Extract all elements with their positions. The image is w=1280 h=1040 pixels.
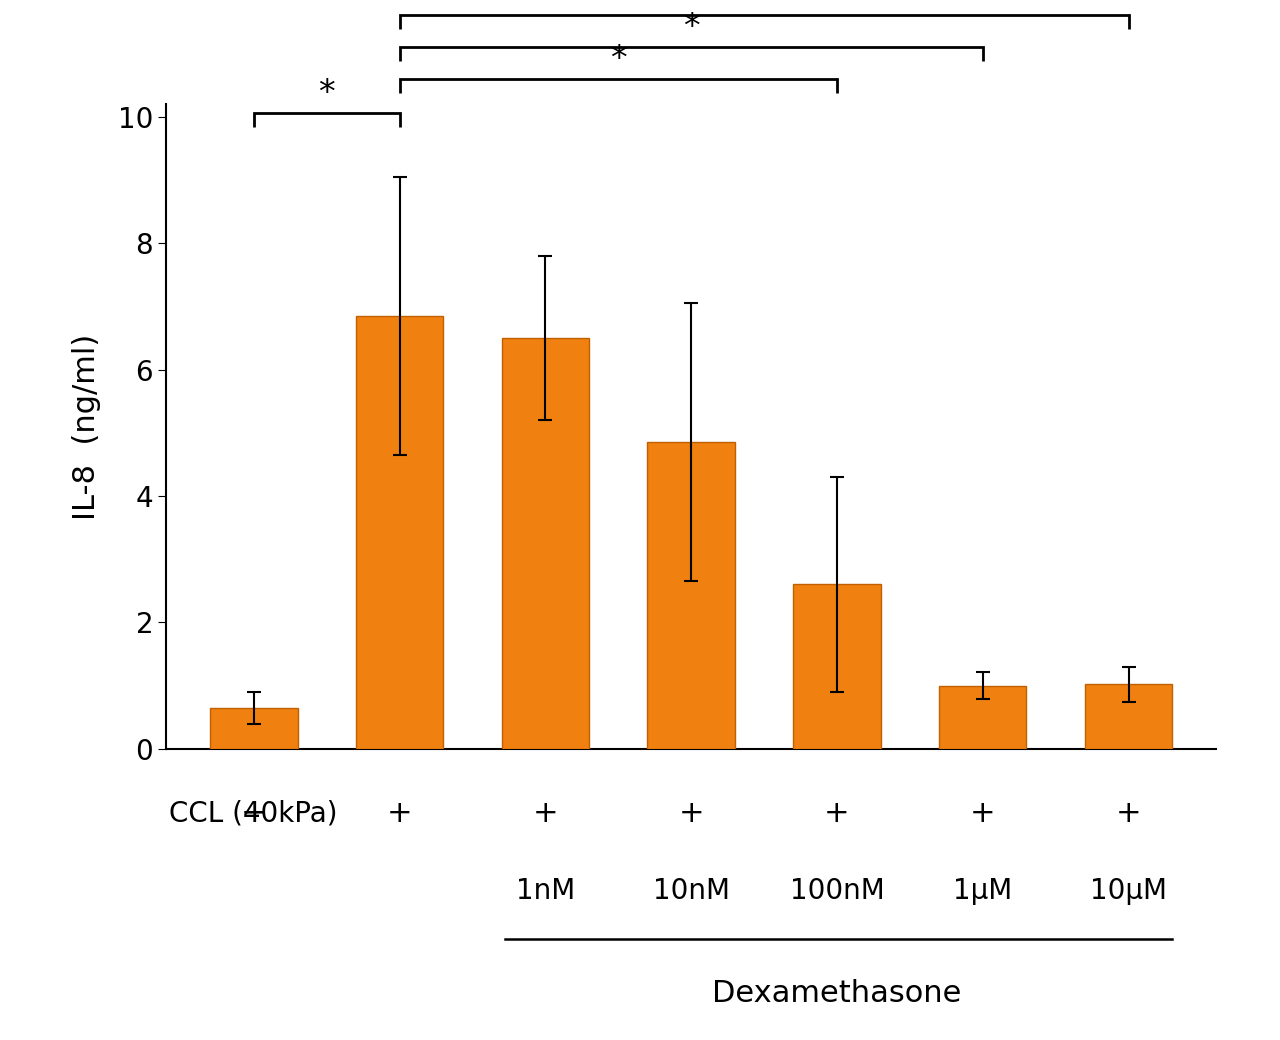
Text: 10nM: 10nM bbox=[653, 877, 730, 905]
Bar bbox=[940, 685, 1027, 749]
Text: Dexamethasone: Dexamethasone bbox=[712, 980, 961, 1009]
Text: +: + bbox=[824, 799, 850, 828]
Text: +: + bbox=[678, 799, 704, 828]
Text: CCL (40kPa): CCL (40kPa) bbox=[169, 800, 338, 827]
Bar bbox=[502, 338, 589, 749]
Bar bbox=[1085, 684, 1172, 749]
Text: *: * bbox=[611, 43, 627, 76]
Y-axis label: IL-8  (ng/ml): IL-8 (ng/ml) bbox=[72, 333, 101, 520]
Text: *: * bbox=[755, 0, 772, 12]
Text: +: + bbox=[532, 799, 558, 828]
Bar bbox=[356, 316, 443, 749]
Text: +: + bbox=[1116, 799, 1142, 828]
Text: 10μM: 10μM bbox=[1091, 877, 1167, 905]
Text: 1nM: 1nM bbox=[516, 877, 575, 905]
Text: −: − bbox=[241, 799, 266, 828]
Text: 1μM: 1μM bbox=[954, 877, 1012, 905]
Text: *: * bbox=[684, 11, 699, 44]
Text: +: + bbox=[387, 799, 412, 828]
Bar bbox=[210, 707, 298, 749]
Bar bbox=[648, 442, 735, 749]
Bar bbox=[794, 584, 881, 749]
Text: *: * bbox=[319, 77, 335, 110]
Text: 100nM: 100nM bbox=[790, 877, 884, 905]
Text: +: + bbox=[970, 799, 996, 828]
